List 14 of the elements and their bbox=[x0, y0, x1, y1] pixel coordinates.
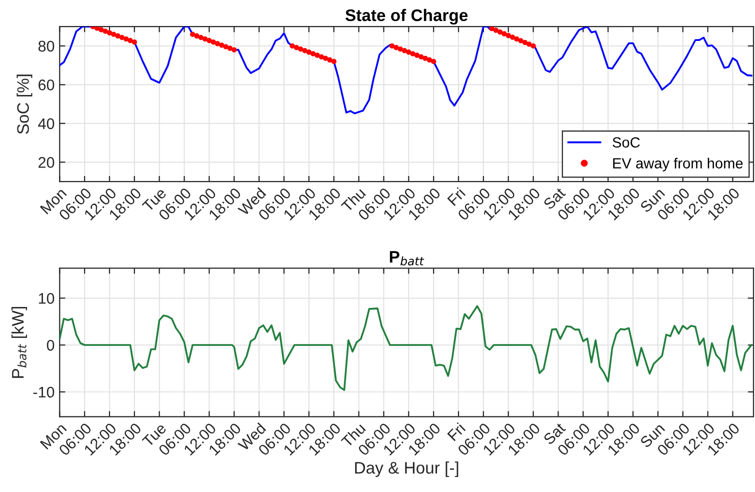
y-tick-label: -10 bbox=[33, 386, 54, 398]
y-tick-label: 20 bbox=[38, 157, 54, 168]
chart-title: State of Charge bbox=[345, 8, 468, 25]
y-axis-title: SoC [%] bbox=[16, 74, 32, 134]
chart-title: P$_{batt}$ bbox=[390, 251, 424, 266]
y-tick-label: 40 bbox=[38, 118, 54, 130]
legend-label: SoC bbox=[612, 137, 640, 148]
y-tick-label: 60 bbox=[38, 80, 54, 90]
y-tick-label: 0 bbox=[46, 340, 54, 351]
y-tick-label: 10 bbox=[38, 293, 54, 304]
legend-label: EV away from home bbox=[613, 158, 743, 172]
y-axis-title: P$_{batt}$ [kW] bbox=[11, 306, 28, 378]
x-axis-title: Day & Hour [-] bbox=[355, 461, 458, 477]
y-tick-label: 80 bbox=[38, 40, 54, 52]
